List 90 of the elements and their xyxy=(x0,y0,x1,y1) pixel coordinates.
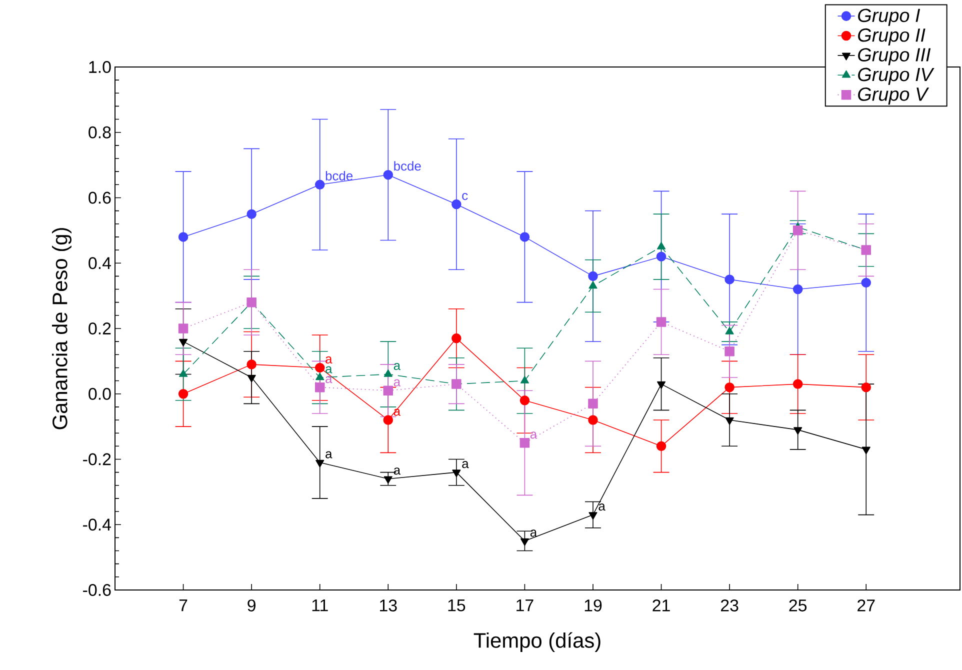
point xyxy=(794,427,802,435)
point xyxy=(178,232,188,242)
y-tick-label: 0.8 xyxy=(88,126,111,138)
point xyxy=(725,326,734,334)
point xyxy=(383,415,394,425)
point xyxy=(725,417,734,425)
x-tick-label: 15 xyxy=(448,599,466,612)
legend-label: Grupo II xyxy=(858,28,926,46)
annotation: a xyxy=(394,468,401,475)
point xyxy=(724,346,734,356)
annotation: a xyxy=(394,362,401,370)
annotation: a xyxy=(326,451,332,458)
y-tick-label: 1.0 xyxy=(89,60,111,73)
annotation: a xyxy=(326,376,332,384)
point xyxy=(178,388,188,399)
y-tick-label: -0.6 xyxy=(83,584,111,596)
y-tick-label: 0.0 xyxy=(88,388,111,400)
annotation: a xyxy=(394,408,401,416)
point xyxy=(656,252,666,262)
point xyxy=(179,338,188,346)
point xyxy=(246,297,256,308)
point xyxy=(656,317,666,327)
point xyxy=(452,199,462,210)
point xyxy=(178,324,188,334)
y-tick-label: 0.6 xyxy=(88,192,111,204)
point xyxy=(792,379,803,389)
legend-label: Grupo III xyxy=(858,48,931,66)
point xyxy=(314,382,325,392)
legend-label: Grupo V xyxy=(858,87,930,105)
point xyxy=(724,382,734,392)
annotation: a xyxy=(462,461,469,468)
point xyxy=(452,470,461,478)
point xyxy=(520,376,529,384)
annotation: a xyxy=(530,530,538,537)
legend-label: Grupo I xyxy=(858,8,920,26)
x-tick-label: 9 xyxy=(248,599,256,612)
point xyxy=(862,446,870,454)
x-tick-label: 11 xyxy=(312,599,328,612)
point xyxy=(316,372,324,380)
point xyxy=(861,382,872,392)
point xyxy=(383,386,394,396)
point xyxy=(314,362,325,373)
point xyxy=(520,438,530,448)
x-tick-label: 23 xyxy=(720,599,738,612)
y-tick-label: 0.4 xyxy=(88,257,111,270)
point xyxy=(246,360,256,370)
point xyxy=(588,271,598,282)
point xyxy=(588,281,598,289)
x-tick-label: 21 xyxy=(652,599,670,612)
y-tick-label: -0.2 xyxy=(83,453,111,466)
point xyxy=(520,538,529,546)
x-tick-label: 17 xyxy=(516,599,534,612)
annotation: a xyxy=(530,432,538,439)
y-tick-label: 0.2 xyxy=(88,322,111,334)
point xyxy=(179,369,188,377)
point xyxy=(246,209,256,219)
point xyxy=(656,441,666,452)
point xyxy=(452,333,462,344)
point xyxy=(520,232,530,242)
legend-label: Grupo IV xyxy=(858,68,934,85)
annotation: bcde xyxy=(326,170,353,180)
point xyxy=(588,415,598,425)
point xyxy=(861,278,872,288)
point xyxy=(724,274,734,284)
x-tick-label: 19 xyxy=(584,599,602,612)
point xyxy=(520,396,530,406)
annotation: a xyxy=(598,504,606,511)
point xyxy=(314,180,325,190)
x-tick-label: 7 xyxy=(179,599,188,612)
point xyxy=(656,381,666,389)
annotation: a xyxy=(394,379,401,386)
annotation: a xyxy=(326,366,332,374)
x-axis-title: Tiempo (días) xyxy=(474,632,600,652)
point xyxy=(656,242,666,250)
y-tick-label: -0.4 xyxy=(83,518,111,531)
point xyxy=(588,398,598,409)
point xyxy=(247,374,256,382)
point xyxy=(383,170,394,180)
point xyxy=(384,369,392,377)
point xyxy=(316,460,324,468)
point xyxy=(792,284,803,294)
x-tick-label: 25 xyxy=(789,599,807,612)
point xyxy=(792,226,803,236)
annotation: bcde xyxy=(394,161,421,171)
annotation: a xyxy=(326,356,332,364)
y-axis-title: Ganancia de Peso (g) xyxy=(52,228,72,430)
point xyxy=(588,512,598,520)
annotation: c xyxy=(462,192,468,200)
x-tick-label: 13 xyxy=(380,599,397,612)
x-tick-label: 27 xyxy=(858,599,875,612)
